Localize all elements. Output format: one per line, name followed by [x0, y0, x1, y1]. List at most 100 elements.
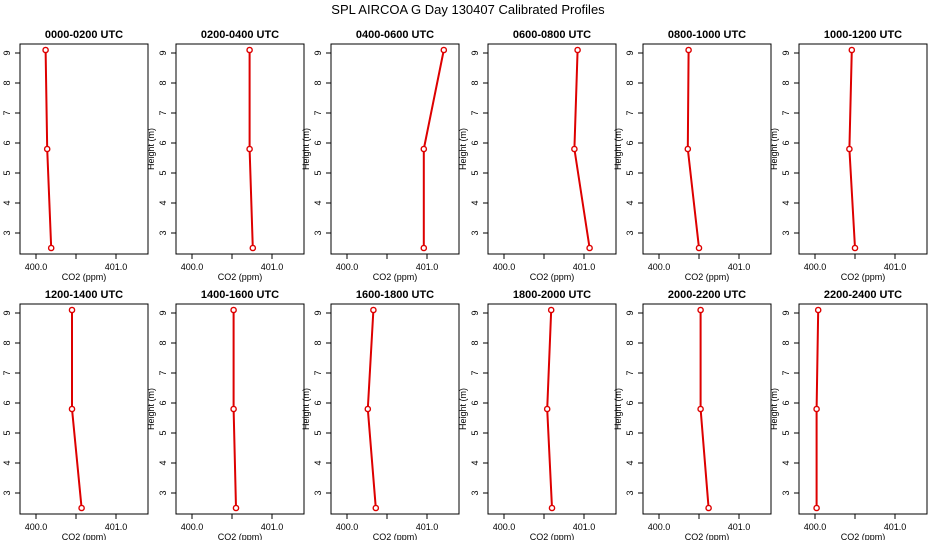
panel-12-y-tick-label: 4: [781, 460, 791, 465]
panel-4-data-point: [571, 145, 578, 153]
panel-1-y-tick-label: 9: [2, 50, 12, 55]
panel-6-y-tick-label: 4: [781, 200, 791, 205]
panel-2-data-point: [249, 244, 257, 252]
panel-6-x-tick-label: 400.0: [804, 262, 827, 272]
panel-4-y-tick-label: 8: [470, 80, 480, 85]
panel-2-x-label: CO2 (ppm): [218, 272, 263, 282]
panel-12-title: 2200-2400 UTC: [824, 289, 902, 301]
panel-12-data-point: [814, 306, 822, 314]
panel-8-data-point: [230, 306, 237, 314]
panel-6-y-tick-label: 9: [781, 50, 791, 55]
panel-4-title: 0600-0800 UTC: [513, 29, 591, 41]
panel-2-y-tick-label: 9: [158, 50, 168, 55]
panel-6-data-point: [846, 145, 853, 153]
panel-12-data-point: [813, 405, 820, 413]
panel-9-y-tick-label: 7: [313, 370, 323, 375]
panel-11-y-tick-label: 6: [625, 400, 635, 405]
panel-8-x-tick-label: 400.0: [181, 522, 204, 532]
panel-8-frame: [175, 303, 305, 515]
panel-3-y-tick-label: 4: [313, 200, 323, 205]
panel-11-y-tick-label: 5: [625, 430, 635, 435]
panel-5-y-tick-label: 5: [625, 170, 635, 175]
panel-4-y-tick-label: 6: [470, 140, 480, 145]
panel-10-title: 1800-2000 UTC: [513, 289, 591, 301]
panel-12-x-tick-label: 400.0: [804, 522, 827, 532]
panel-3-data-point: [420, 145, 428, 153]
panel-12-frame: [798, 303, 928, 515]
panel-4-y-tick-label: 3: [470, 230, 480, 235]
panel-9-x-tick-label: 400.0: [336, 522, 359, 532]
panel-2-y-tick-label: 4: [158, 200, 168, 205]
panel-11-x-tick-label: 400.0: [648, 522, 671, 532]
panel-3-frame: [330, 43, 460, 255]
panel-8-data-point: [230, 405, 237, 413]
panel-8-y-tick-label: 9: [158, 310, 168, 315]
panel-3-title: 0400-0600 UTC: [356, 29, 434, 41]
panel-10-y-tick-label: 3: [470, 490, 480, 495]
panel-3-y-tick-label: 9: [313, 50, 323, 55]
panel-4-y-tick-label: 4: [470, 200, 480, 205]
panel-9-data-point: [372, 504, 380, 512]
panel-2-x-tick-label: 400.0: [181, 262, 204, 272]
panel-2-data-point: [246, 46, 253, 54]
panel-10-y-tick-label: 5: [470, 430, 480, 435]
panel-1-y-tick-label: 8: [2, 80, 12, 85]
panel-4-y-tick-label: 9: [470, 50, 480, 55]
panel-4-data-point: [586, 244, 593, 252]
panel-2-data-point: [246, 145, 253, 153]
panel-1-data-point: [43, 145, 51, 153]
panel-9-y-tick-label: 3: [313, 490, 323, 495]
panel-5-y-tick-label: 7: [625, 110, 635, 115]
panel-4-x-label: CO2 (ppm): [530, 272, 575, 282]
panel-2-y-label: Height (m): [146, 128, 156, 170]
panel-7-title: 1200-1400 UTC: [45, 289, 123, 301]
panel-6-x-tick-label: 401.0: [884, 262, 907, 272]
figure-title: SPL AIRCOA G Day 130407 Calibrated Profi…: [331, 2, 605, 17]
panel-9-y-label: Height (m): [301, 388, 311, 430]
panel-12-data-point: [813, 504, 820, 512]
panel-9-data-point: [370, 306, 377, 314]
panel-1-x-tick-label: 400.0: [25, 262, 48, 272]
panel-3-x-tick-label: 401.0: [416, 262, 439, 272]
panel-7-y-tick-label: 5: [2, 430, 12, 435]
panel-3-y-tick-label: 7: [313, 110, 323, 115]
panel-7-y-tick-label: 6: [2, 400, 12, 405]
panel-8-x-tick-label: 401.0: [261, 522, 284, 532]
panel-2-frame: [175, 43, 305, 255]
panel-10-y-tick-label: 6: [470, 400, 480, 405]
panel-1-y-tick-label: 3: [2, 230, 12, 235]
panel-9-y-tick-label: 9: [313, 310, 323, 315]
panel-11-y-label: Height (m): [613, 388, 623, 430]
panel-8-y-tick-label: 5: [158, 430, 168, 435]
panel-6-data-point: [851, 244, 859, 252]
panel-9-frame: [330, 303, 460, 515]
panel-6-y-tick-label: 5: [781, 170, 791, 175]
panel-1-y-tick-label: 7: [2, 110, 12, 115]
panel-1-y-tick-label: 6: [2, 140, 12, 145]
panel-1-data-point: [42, 46, 49, 54]
panel-10-y-tick-label: 4: [470, 460, 480, 465]
panel-5-x-tick-label: 400.0: [648, 262, 671, 272]
panel-12-y-tick-label: 3: [781, 490, 791, 495]
panel-9-y-tick-label: 4: [313, 460, 323, 465]
panel-11-y-tick-label: 9: [625, 310, 635, 315]
panel-8-y-label: Height (m): [146, 388, 156, 430]
panel-8-y-tick-label: 6: [158, 400, 168, 405]
panel-5-y-tick-label: 9: [625, 50, 635, 55]
panel-10-data-point: [547, 306, 555, 314]
panel-9-y-tick-label: 5: [313, 430, 323, 435]
panel-5-data-point: [695, 244, 703, 252]
panel-3-x-tick-label: 400.0: [336, 262, 359, 272]
panel-11-data-point: [697, 405, 704, 413]
panel-10-data-point: [543, 405, 551, 413]
panel-3-y-label: Height (m): [301, 128, 311, 170]
panel-11-y-tick-label: 7: [625, 370, 635, 375]
panel-3-y-tick-label: 5: [313, 170, 323, 175]
panel-11-y-tick-label: 3: [625, 490, 635, 495]
panel-11-data-point: [697, 306, 704, 314]
panel-11-y-tick-label: 4: [625, 460, 635, 465]
panel-5-data-point: [685, 46, 692, 54]
panel-4-x-tick-label: 401.0: [573, 262, 596, 272]
panel-3-data-point: [440, 46, 448, 54]
